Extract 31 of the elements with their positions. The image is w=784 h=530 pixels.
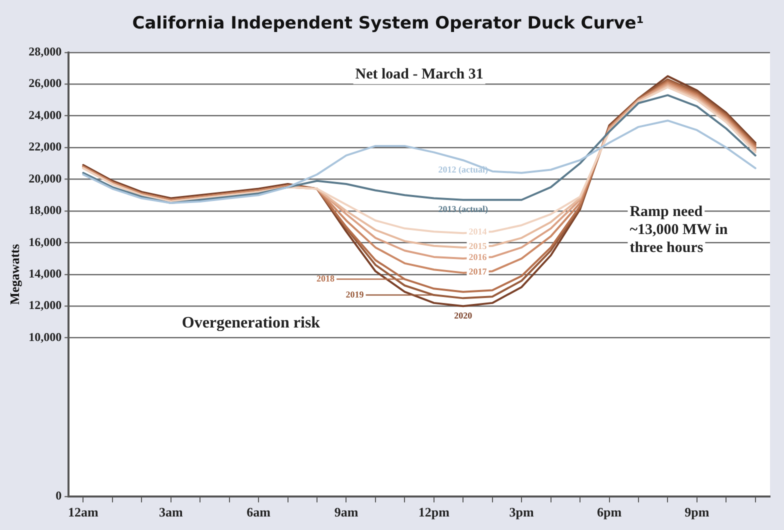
- series-label: 2020: [454, 310, 473, 320]
- y-tick-label: 12,000: [28, 298, 62, 312]
- annotation: Overgeneration risk: [182, 314, 320, 332]
- chart-title: California Independent System Operator Duck Curve¹: [132, 14, 644, 34]
- y-tick-label: 26,000: [28, 76, 62, 90]
- x-tick-label: 12am: [68, 504, 99, 520]
- y-tick-label: 28,000: [28, 44, 62, 58]
- text: 2018: [316, 273, 336, 284]
- y-tick-label: 18,000: [28, 203, 62, 218]
- y-axis-title: Megawatts: [7, 244, 22, 305]
- y-tick-label: 16,000: [28, 234, 62, 249]
- series-label: 2015: [468, 240, 488, 251]
- x-tick-label: 3pm: [509, 504, 534, 520]
- y-tick-label: 24,000: [28, 108, 62, 122]
- text: 2019: [346, 289, 364, 300]
- x-tick-label: 3am: [158, 504, 183, 520]
- x-tick-label: 6am: [246, 504, 271, 520]
- y-tick-label: 0: [56, 488, 62, 502]
- y-tick-label: 14,000: [28, 266, 62, 280]
- series-label: 2014: [468, 226, 488, 237]
- annotation: Ramp need ~13,000 MW in three hours: [630, 204, 728, 256]
- x-tick-label: 6pm: [596, 504, 622, 520]
- x-tick-label: 12pm: [418, 504, 450, 520]
- y-tick-label: 22,000: [28, 140, 62, 154]
- x-tick-label: 9pm: [684, 504, 710, 520]
- y-tick-label: 10,000: [28, 330, 62, 344]
- y-tick-label: 20,000: [28, 171, 62, 186]
- annotation: Net load - March 31: [355, 66, 484, 82]
- series-label: 2017: [468, 266, 488, 276]
- x-tick-label: 9am: [334, 504, 358, 520]
- series-label: 2016: [468, 252, 488, 262]
